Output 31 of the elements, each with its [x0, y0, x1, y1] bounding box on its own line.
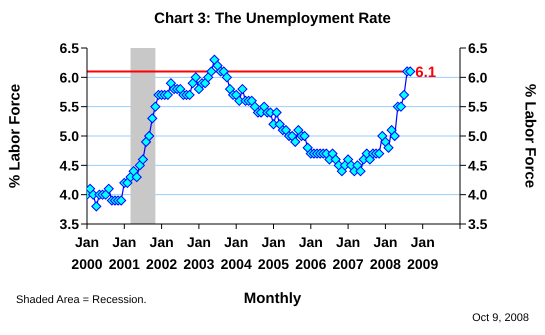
y-tick-label: 3.5: [60, 216, 80, 232]
y-tick-label: 4.0: [60, 186, 80, 203]
y-tick-label: 4.5: [60, 157, 80, 174]
x-axis-title: Monthly: [244, 290, 302, 307]
x-tick-label: Jan 2002: [146, 234, 178, 272]
y2-tick-label: 4.5: [468, 157, 488, 174]
y-tick-label: 5.5: [60, 98, 80, 115]
x-tick-label: Jan 2009: [407, 234, 438, 272]
y2-axis-title: % Labor Force: [522, 84, 539, 188]
x-tick-label: Jan 2008: [370, 234, 402, 272]
y-tick-label: 5.0: [60, 128, 80, 144]
y2-tick-label: 6.0: [468, 69, 488, 86]
x-tick-label: Jan 2005: [258, 234, 290, 272]
text: Oct 9, 2008: [472, 312, 529, 324]
x-tick-label: Jan 2003: [183, 234, 215, 272]
y2-tick-label: 5.0: [468, 128, 488, 144]
x-tick-label: Jan 2001: [108, 234, 140, 272]
x-tick-label: Jan 2004: [220, 234, 252, 272]
x-tick-label: Jan 2000: [71, 234, 103, 272]
text: Shaded Area = Recession.: [16, 294, 147, 306]
y2-tick-label: 5.5: [468, 98, 488, 115]
ref-line-label: 6.1: [415, 64, 436, 81]
y-tick-label: 6.0: [60, 69, 80, 86]
y2-tick-label: 6.5: [468, 40, 488, 56]
chart-title: Chart 3: The Unemployment Rate: [153, 10, 392, 27]
y-axis-title: % Labor Force: [6, 84, 24, 188]
y2-tick-label: 4.0: [468, 186, 488, 203]
x-tick-label: Jan 2007: [332, 234, 364, 272]
y-tick-label: 6.5: [60, 40, 80, 56]
y2-tick-label: 3.5: [468, 216, 488, 232]
x-tick-label: Jan 2006: [295, 234, 327, 272]
